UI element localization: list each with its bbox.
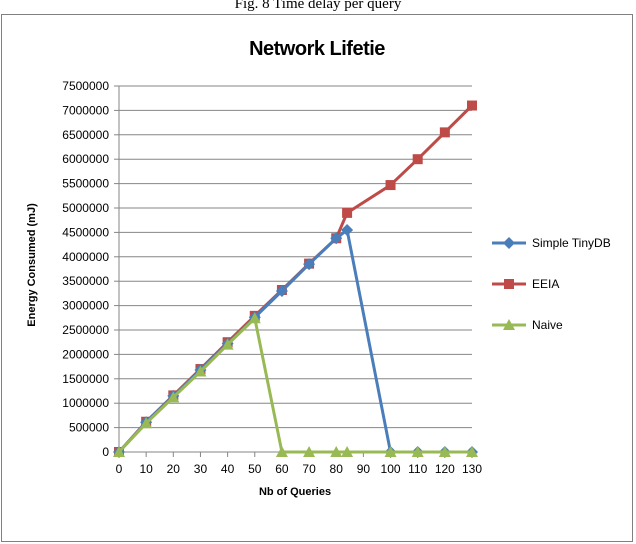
series-simple-tinydb xyxy=(113,223,478,458)
x-tick-label: 100 xyxy=(381,462,401,476)
x-tick-label: 110 xyxy=(408,462,427,476)
data-point-naive xyxy=(438,446,451,457)
series-layer xyxy=(113,100,478,458)
data-point-naive xyxy=(466,446,478,457)
y-tick-label: 7500000 xyxy=(62,79,109,93)
data-point-naive xyxy=(384,446,397,457)
x-tick-label: 0 xyxy=(116,462,123,476)
y-tick-label: 4500000 xyxy=(62,225,109,239)
y-tick-label: 2000000 xyxy=(62,347,109,361)
data-point-eeia xyxy=(342,207,353,218)
data-point-naive xyxy=(194,365,207,377)
data-point-naive xyxy=(248,312,261,324)
x-tick-label: 130 xyxy=(462,462,482,476)
series-line-naive xyxy=(117,316,472,454)
data-point-naive xyxy=(221,338,234,350)
series-naive xyxy=(113,312,478,457)
data-point-naive xyxy=(330,446,343,457)
data-point-naive xyxy=(140,417,153,429)
data-point-simple-tinydb xyxy=(275,284,288,297)
y-tick-label: 1500000 xyxy=(62,372,109,386)
y-tick-label: 500000 xyxy=(69,421,109,435)
data-point-naive xyxy=(341,446,354,457)
y-tick-label: 3000000 xyxy=(62,299,109,313)
legend-marker xyxy=(503,319,515,330)
y-tick-label: 5500000 xyxy=(62,177,109,191)
data-point-naive xyxy=(113,446,125,457)
data-point-naive xyxy=(303,446,316,457)
legend-item-eeia: EEIA xyxy=(492,277,559,291)
x-tick-label: 10 xyxy=(139,462,153,476)
y-tick-label: 2500000 xyxy=(62,323,109,337)
legend-label: Naive xyxy=(532,318,563,332)
y-tick-label: 5000000 xyxy=(62,201,109,215)
x-tick-label: 120 xyxy=(435,462,455,476)
chart-frame xyxy=(1,14,633,542)
x-tick-label: 80 xyxy=(330,462,344,476)
x-tick-label: 50 xyxy=(248,462,262,476)
figure-caption: Fig. 8 Time delay per query xyxy=(234,0,402,12)
gridlines xyxy=(119,85,472,429)
legend-label: Simple TinyDB xyxy=(532,236,611,250)
y-tick-label: 0 xyxy=(102,445,109,459)
legend-item-simple-tinydb: Simple TinyDB xyxy=(492,236,611,250)
x-tick-label: 70 xyxy=(302,462,316,476)
legend-label: EEIA xyxy=(532,277,559,291)
x-axis-label: Nb of Queries xyxy=(259,486,331,498)
x-tick-label: 30 xyxy=(194,462,208,476)
y-tick-label: 6000000 xyxy=(62,152,109,166)
chart-title: Network Lifetie xyxy=(249,38,385,60)
y-tick-label: 6500000 xyxy=(62,128,109,142)
data-point-eeia xyxy=(385,180,396,191)
legend-marker xyxy=(504,279,514,289)
data-point-simple-tinydb xyxy=(330,232,343,245)
data-point-simple-tinydb xyxy=(303,258,316,271)
legend-item-naive: Naive xyxy=(492,318,563,332)
x-axis-ticks: 0 10 20 30 40 50 60 70 80 90 100 110 120 130 xyxy=(116,452,482,476)
y-axis-label: Energy Consumed (mJ) xyxy=(26,203,38,327)
legend: Simple TinyDB EEIA Naive xyxy=(492,236,611,332)
data-point-simple-tinydb xyxy=(341,223,354,236)
data-point-eeia xyxy=(412,154,423,165)
y-axis-ticks: 0 500000 1000000 1500000 2000000 2500000 30000… xyxy=(62,79,119,459)
x-tick-label: 20 xyxy=(167,462,181,476)
legend-marker xyxy=(503,237,515,249)
series-line-simple-tinydb xyxy=(117,228,472,454)
x-tick-label: 90 xyxy=(357,462,371,476)
y-tick-label: 4000000 xyxy=(62,250,109,264)
data-point-eeia xyxy=(467,100,477,111)
x-tick-label: 60 xyxy=(275,462,289,476)
x-tick-label: 40 xyxy=(221,462,235,476)
data-point-naive xyxy=(411,446,424,457)
data-point-naive xyxy=(275,446,288,457)
data-point-naive xyxy=(167,391,180,403)
y-tick-label: 3500000 xyxy=(62,274,109,288)
y-tick-label: 7000000 xyxy=(62,103,109,117)
y-tick-label: 1000000 xyxy=(62,396,109,410)
data-point-eeia xyxy=(439,127,450,138)
